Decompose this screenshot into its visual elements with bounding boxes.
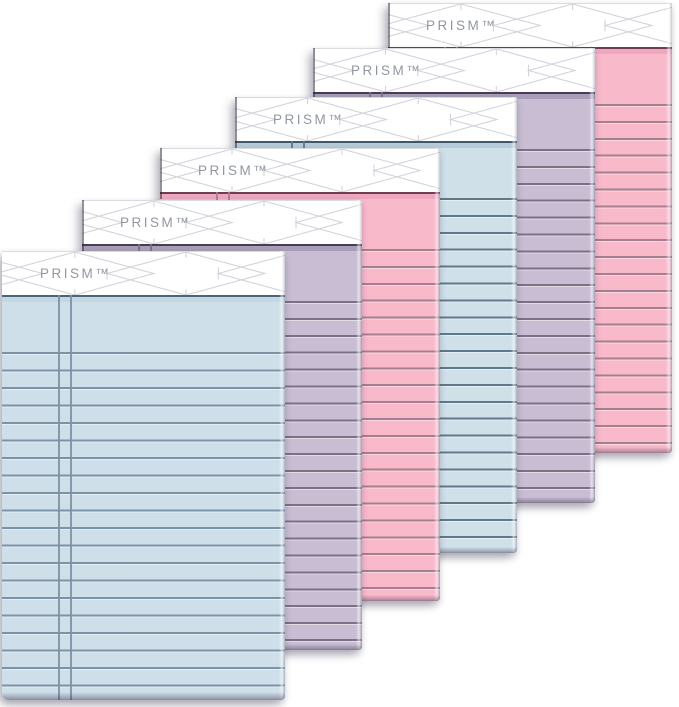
pad-left-edge	[82, 200, 84, 251]
ruled-lines	[2, 352, 285, 700]
pad-binding	[313, 92, 595, 99]
triangle-pattern-icon	[160, 149, 440, 192]
pad-right-edge	[666, 3, 672, 453]
prism-logo: PRISM™	[198, 162, 270, 178]
pad-header: PRISM™	[2, 251, 285, 295]
pad-right-edge	[434, 148, 440, 601]
prism-logo: PRISM™	[120, 214, 192, 230]
pad-right-edge	[279, 251, 285, 700]
pad-left-edge	[160, 148, 162, 199]
prism-logo: PRISM™	[273, 111, 345, 127]
pad-header: PRISM™	[235, 97, 517, 141]
pad-header: PRISM™	[313, 48, 595, 92]
pad-left-edge	[235, 97, 237, 148]
pad-left-edge	[313, 48, 315, 99]
pad-right-edge	[511, 97, 517, 553]
pad-binding	[160, 192, 440, 199]
pad-header: PRISM™	[388, 3, 672, 47]
pad-paper	[2, 302, 285, 700]
legal-margin-line	[58, 295, 72, 700]
triangle-pattern-icon	[2, 252, 285, 295]
pad-right-edge	[356, 200, 362, 650]
prism-logo: PRISM™	[40, 265, 112, 281]
triangle-pattern-icon	[235, 98, 517, 141]
prism-logo: PRISM™	[426, 17, 498, 33]
notepad-blue-6: PRISM™	[2, 251, 285, 700]
pad-binding	[235, 141, 517, 148]
triangle-pattern-icon	[388, 4, 672, 47]
triangle-pattern-icon	[313, 49, 595, 92]
pad-right-edge	[589, 48, 595, 503]
pad-header: PRISM™	[82, 200, 362, 244]
pad-binding	[82, 244, 362, 251]
prism-logo: PRISM™	[351, 62, 423, 78]
pad-header: PRISM™	[160, 148, 440, 192]
pad-binding	[2, 295, 285, 302]
triangle-pattern-icon	[82, 201, 362, 244]
pad-bottom-edge	[2, 692, 285, 700]
pad-left-edge	[388, 3, 390, 54]
